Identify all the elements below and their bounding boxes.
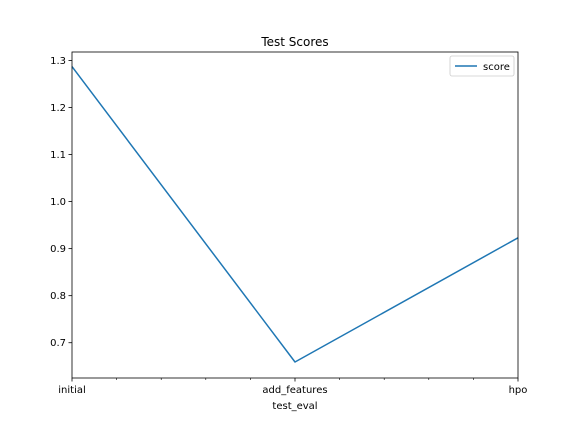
y-tick-label: 0.7: [50, 338, 66, 349]
x-tick-label: hpo: [509, 385, 528, 396]
y-tick-label: 0.9: [50, 244, 66, 255]
y-tick-label: 1.2: [50, 103, 66, 114]
legend-box: [449, 55, 515, 77]
x-axis-label: test_eval: [272, 401, 317, 412]
y-tick-label: 1.3: [50, 56, 66, 67]
x-axis: initial add_features hpo: [58, 378, 527, 396]
legend-label-score: score: [483, 62, 510, 73]
x-tick-label: add_features: [262, 385, 327, 396]
y-axis: 0.7 0.8 0.9 1.0 1.1 1.2 1.3: [50, 56, 72, 349]
chart-title: Test Scores: [260, 35, 328, 49]
y-tick-label: 1.1: [50, 150, 66, 161]
y-tick-label: 1.0: [50, 197, 66, 208]
x-tick-label: initial: [58, 385, 86, 396]
legend: score: [449, 55, 515, 77]
y-tick-label: 0.8: [50, 291, 66, 302]
